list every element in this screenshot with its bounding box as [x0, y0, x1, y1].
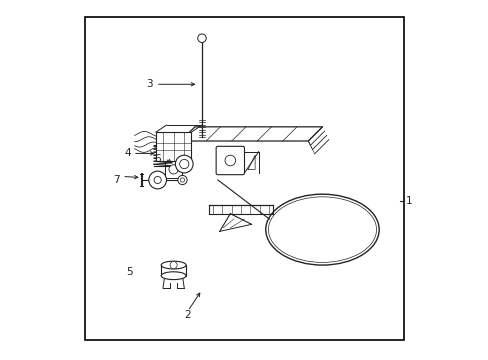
Ellipse shape [268, 197, 376, 262]
Text: 3: 3 [145, 79, 152, 89]
Circle shape [179, 159, 188, 168]
Text: 7: 7 [113, 175, 120, 185]
Text: 6: 6 [154, 154, 161, 164]
Ellipse shape [161, 261, 185, 269]
Circle shape [175, 155, 193, 173]
Circle shape [148, 171, 166, 189]
Circle shape [224, 155, 235, 166]
Circle shape [197, 34, 206, 42]
Text: 5: 5 [126, 267, 133, 277]
Circle shape [170, 261, 177, 269]
Bar [156, 132, 191, 161]
Text: 1: 1 [405, 196, 411, 206]
Circle shape [154, 176, 161, 184]
FancyBboxPatch shape [216, 146, 244, 175]
Text: 2: 2 [184, 310, 190, 320]
Circle shape [178, 175, 187, 185]
Ellipse shape [161, 272, 185, 280]
Circle shape [169, 165, 178, 174]
Ellipse shape [265, 194, 378, 265]
Text: 4: 4 [124, 148, 131, 158]
Circle shape [180, 178, 184, 182]
